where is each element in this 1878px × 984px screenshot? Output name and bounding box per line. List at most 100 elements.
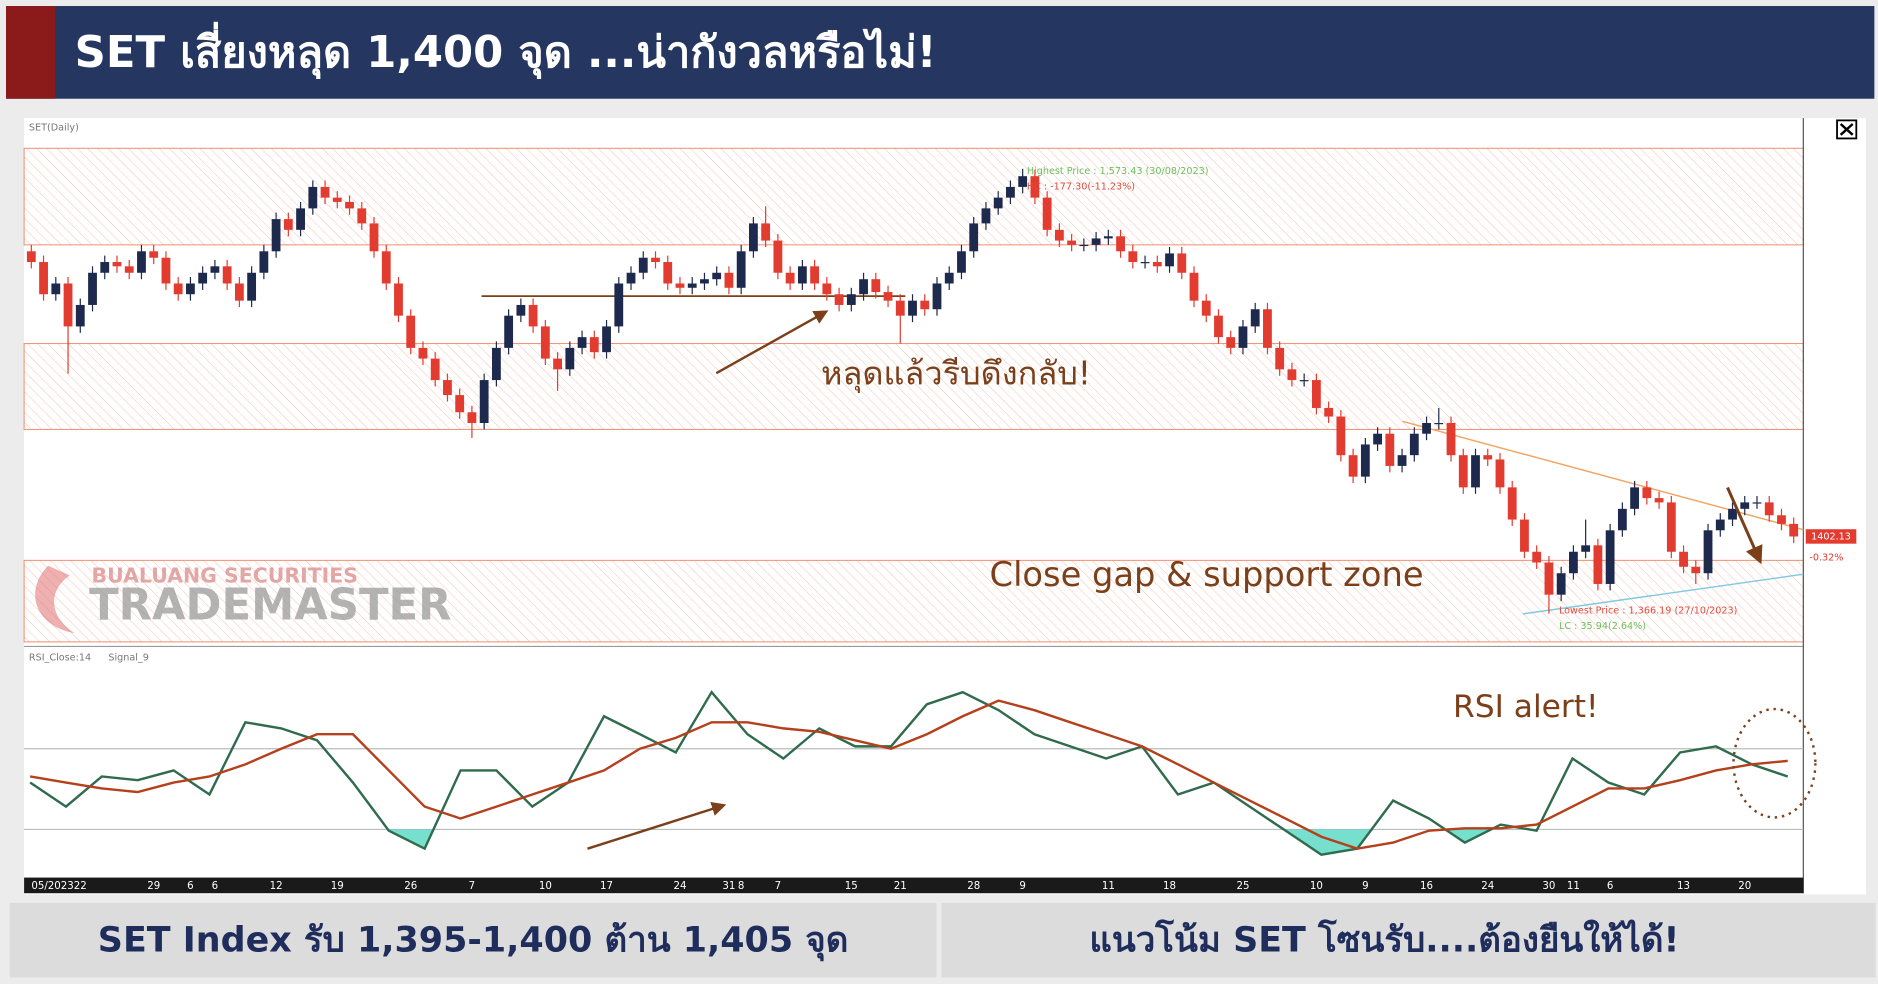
candle-body (88, 272, 97, 305)
x-tick-label: 16 (1420, 881, 1433, 892)
x-tick-label: 11 (1102, 881, 1115, 892)
arrow (587, 801, 727, 850)
x-tick-label: 26 (404, 881, 417, 892)
candle-body (1103, 236, 1113, 239)
legend-entry: Signal_9 (108, 652, 149, 663)
candle-body (1679, 551, 1688, 567)
footer-box (9, 902, 937, 978)
candle-body (369, 223, 379, 252)
candle-body (1544, 562, 1554, 595)
candle-body (663, 262, 673, 284)
candle-body (455, 395, 465, 413)
candle-body (186, 283, 195, 295)
candle-body (540, 326, 550, 359)
candle-body (1385, 433, 1395, 466)
candle-body (406, 315, 416, 348)
arrow (1726, 486, 1763, 565)
candle-body (920, 300, 930, 310)
candle-body (1311, 380, 1321, 408)
candle-body (1275, 347, 1285, 370)
candle-body (1006, 186, 1015, 198)
candle-body (1140, 262, 1150, 264)
candle-body (761, 223, 771, 241)
candle-body (149, 251, 159, 258)
candle-body (39, 262, 48, 295)
candle-body (1642, 487, 1652, 499)
x-tick-label: 17 (600, 881, 613, 892)
candle-body (1471, 455, 1480, 488)
watermark-brand: TRADEMASTER (89, 580, 451, 630)
callout: Close gap & support zone (990, 555, 1424, 594)
x-tick-label: 25 (1236, 881, 1249, 892)
x-tick-label: 18 (1163, 881, 1176, 892)
price-tag-label: 1402.13 (1811, 531, 1851, 542)
candle-body (430, 358, 440, 381)
candle-body (1703, 530, 1713, 574)
footer-box (941, 902, 1876, 978)
candle-body (198, 272, 208, 284)
candle-body (675, 283, 685, 288)
candle-body (271, 219, 281, 252)
candle-body (1360, 444, 1370, 477)
candle-body (1691, 566, 1701, 574)
callout: RSI alert! (1453, 689, 1599, 725)
candle-body (1752, 502, 1762, 504)
candle-body (1226, 337, 1236, 348)
x-tick-label: 10 (1310, 881, 1323, 892)
candle-body (626, 272, 636, 284)
x-tick-label: 6 (212, 881, 219, 892)
candle-body (1764, 502, 1774, 516)
candle-body (1434, 422, 1444, 425)
close-icon (1839, 123, 1854, 136)
candle-body (1520, 519, 1529, 552)
candle-body (1250, 309, 1260, 327)
candle-body (773, 240, 783, 273)
last-change-label: -0.32% (1809, 552, 1843, 563)
candle-body (1728, 508, 1737, 520)
candle-body (345, 201, 354, 209)
candle-body (724, 272, 734, 288)
candle-body (1348, 455, 1358, 477)
x-tick-label: 24 (1481, 881, 1494, 892)
candle-body (1593, 545, 1603, 584)
candle-body (1422, 422, 1431, 434)
candle-body (859, 279, 868, 295)
candle-body (736, 251, 746, 288)
rsi-line (29, 699, 1788, 850)
x-tick-label: 7 (775, 881, 782, 892)
x-tick-label: 9 (1019, 881, 1026, 892)
candle-body (1042, 197, 1052, 230)
candle-body (1373, 433, 1382, 445)
high-label: Highest Price : 1,573.43 (30/08/2023) (1027, 166, 1209, 177)
candle-body (504, 315, 514, 348)
x-tick-label: 21 (894, 881, 907, 892)
candle-body (247, 272, 257, 301)
x-tick-label: 22 (74, 881, 87, 892)
watermark-top: BUALUANG SECURITIES (92, 564, 358, 588)
watermark-logo (35, 565, 75, 634)
x-tick-label: 8 (738, 881, 745, 892)
candle-body (1507, 487, 1517, 520)
candle-body (1299, 380, 1309, 382)
candle-body (1446, 422, 1456, 456)
candle-body (944, 272, 954, 284)
low-change-label: LC : 35.94(2.64%) (1559, 621, 1646, 632)
candle-body (1617, 508, 1627, 531)
candle-body (479, 380, 489, 423)
candle-body (491, 347, 501, 381)
candle-body (210, 266, 220, 273)
candle-body (565, 347, 575, 370)
candle-body (1054, 229, 1064, 241)
candle-body (1018, 176, 1028, 187)
candle-body (1116, 236, 1125, 252)
candle-body (993, 197, 1003, 209)
x-tick-label: 9 (1362, 881, 1369, 892)
candle-body (161, 257, 171, 284)
x-tick-label: 15 (845, 881, 858, 892)
x-tick-label: 28 (967, 881, 980, 892)
candle-body (26, 251, 36, 263)
candle-body (467, 412, 477, 423)
alert-circle (1732, 707, 1817, 819)
candle-body (553, 358, 562, 370)
